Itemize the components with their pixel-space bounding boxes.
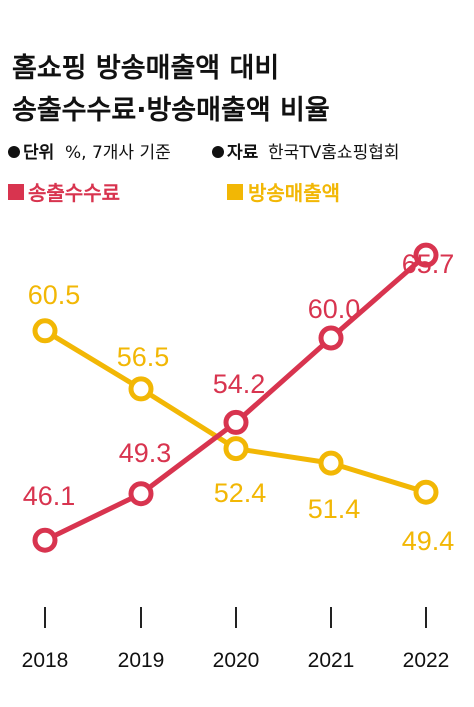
chart-title-line2: 송출수수료·방송매출액 비율 [12, 95, 330, 126]
series-1-point-2022 [413, 242, 439, 268]
x-tick-label-2020: 2020 [213, 649, 260, 672]
plot-points [32, 242, 439, 553]
x-tick-label-2021: 2021 [308, 649, 355, 672]
x-axis: 2018 2019 2020 2021 2022 [22, 607, 450, 672]
series-1-label-2020: 54.2 [213, 369, 266, 399]
series-1-point-2019 [128, 481, 154, 507]
source-value: 한국TV홈쇼핑협회 [268, 143, 400, 163]
unit-value: %, 7개사 기준 [65, 143, 171, 163]
series-2-label-2018: 60.5 [28, 280, 81, 310]
legend-swatch-2 [227, 184, 243, 200]
series-1-label-2018: 46.1 [23, 481, 76, 511]
data-labels: 46.1 49.3 54.2 60.0 65.7 60.5 56.5 52.4 51.4 49.4 [23, 249, 455, 556]
series-1-label-2022: 65.7 [402, 249, 455, 279]
x-tick-label-2018: 2018 [22, 649, 69, 672]
series-2-label-2019: 56.5 [117, 342, 170, 372]
unit-bullet-icon [8, 146, 20, 158]
series-1-label-2021: 60.0 [308, 294, 361, 324]
legend-label-1: 송출수수료 [28, 181, 120, 205]
series-2-point-2018 [32, 318, 58, 344]
source-label: 자료 [227, 143, 259, 163]
x-tick-label-2022: 2022 [403, 649, 450, 672]
legend: 송출수수료 방송매출액 [8, 181, 340, 205]
legend-swatch-1 [8, 184, 24, 200]
series-2-point-2019 [128, 376, 154, 402]
series-2-label-2020: 52.4 [214, 478, 267, 508]
source-bullet-icon [212, 146, 224, 158]
series-2-label-2022: 49.4 [402, 526, 455, 556]
chart-title-line1: 홈쇼핑 방송매출액 대비 [12, 53, 279, 84]
legend-label-2: 방송매출액 [248, 181, 340, 205]
series-2-label-2021: 51.4 [308, 494, 361, 524]
series-1-point-2021 [318, 325, 344, 351]
series-2-point-2020 [223, 436, 249, 462]
series-1-point-2020 [223, 409, 249, 435]
series-1-label-2019: 49.3 [119, 438, 172, 468]
series-1-point-2018 [32, 527, 58, 553]
series-2-point-2022 [413, 479, 439, 505]
series-2-point-2021 [318, 450, 344, 476]
unit-label: 단위 [23, 143, 54, 163]
x-tick-label-2019: 2019 [118, 649, 165, 672]
